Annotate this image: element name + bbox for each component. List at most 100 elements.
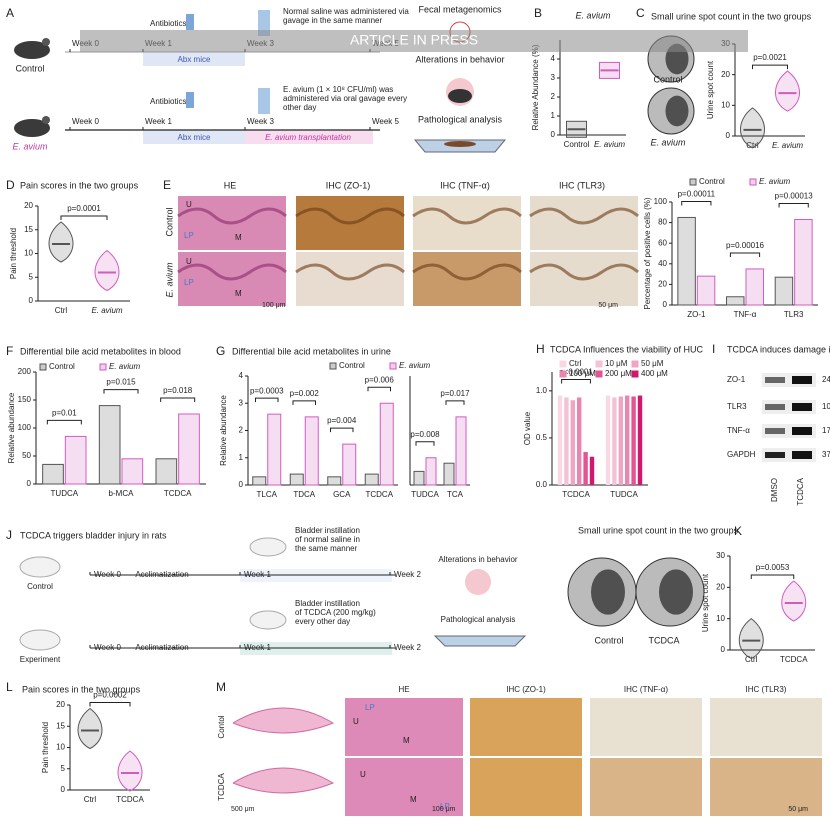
y-axis-label: OD value [523,411,532,445]
p-value: p=0.00016 [726,241,765,250]
bar [413,470,425,486]
y-tick-label: 5 [61,764,66,773]
significance-bracket [778,203,809,208]
label: Week 1 [244,570,272,579]
x-tick-label: Ctrl [745,655,758,664]
y-tick-label: 0 [27,479,32,488]
x-tick-label: TCDCA [365,490,393,499]
bar [304,416,319,486]
significance-bracket [46,419,82,425]
y-tick-label: 0 [551,130,556,139]
y-tick-label: 4 [551,54,556,63]
note: Normal saline was administered via gavage… [283,7,409,25]
x-tick-label: E. avium [91,306,122,315]
y-tick-label: 10 [716,614,725,623]
panel-letter: M [216,680,226,694]
legend-label: E. avium [399,361,430,370]
y-tick-label: 2 [551,92,556,101]
label: IHC (ZO-1) [506,685,546,694]
gavage-icon [258,88,270,114]
label: 104 kDa [822,402,830,411]
label: TLR3 [727,402,747,411]
label: Week 5 [372,117,400,126]
x-tick-label: TCDCA [562,490,590,499]
p-value: p=0.0003 [250,386,284,395]
label: ZO-1 [727,375,746,384]
label: E. avium [650,137,686,147]
chart-title: Differential bile acid metabolites in bl… [20,346,181,356]
legend-swatch [631,370,639,378]
panel-letter: G [216,344,225,358]
y-tick-label: 60 [658,238,667,247]
significance-bracket [415,441,435,446]
label: Acclimatization [135,643,188,652]
micrograph [590,698,702,756]
label: 100 μm [262,302,286,309]
y-axis-label: Percentage of positive cells (%) [643,197,652,309]
legend-swatch [595,370,603,378]
legend-label: E. avium [109,362,140,371]
bar [612,397,617,485]
legend-label: 200 μM [605,369,632,378]
legend-label: Control [339,361,365,370]
bar [583,452,588,485]
chart-title: Small urine spot count in the two groups [578,525,739,535]
abx-band [143,130,245,144]
label: Week 1 [244,643,272,652]
label: HE [398,685,409,694]
legend-label: 50 μM [641,359,664,368]
significance-bracket [103,389,139,394]
significance-bracket [255,397,279,403]
panel-letter: I [712,342,715,356]
label: M [235,233,242,242]
label: Control [164,207,174,236]
bar [364,473,379,486]
legend-label: 400 μM [641,369,668,378]
bar [252,476,267,486]
violin [94,249,120,292]
x-tick-label: E. avium [594,140,625,149]
label: 50 μm [598,302,618,309]
x-tick-label: TLCA [257,490,278,499]
watermark-band [80,30,748,52]
x-tick-label: Ctrl [84,795,97,804]
y-tick-label: 5 [29,272,34,281]
legend-swatch [559,360,567,368]
panel-letter: H [536,342,545,356]
label: LP [184,278,194,287]
violin [117,750,143,792]
y-tick-label: 10 [721,100,730,109]
label: M [403,736,410,745]
y-tick-label: 20 [24,201,33,210]
panel-letter: L [6,680,13,694]
label: IHC (TLR3) [746,685,787,694]
x-tick-label: TUDCA [411,490,439,499]
panel-letter: K [734,524,742,538]
mouse-ear [42,38,50,46]
x-tick-label: Ctrl [55,306,68,315]
violin [77,707,103,750]
p-value: p=0.017 [440,389,470,398]
bar [379,402,394,486]
y-tick-label: 4 [239,371,244,380]
significance-bracket [367,386,391,392]
label: HE [224,180,237,190]
significance-bracket [752,64,788,70]
micrograph [590,758,702,816]
p-value: p=0.004 [327,416,357,425]
blot-band [792,403,812,411]
bar [327,476,342,486]
bar [637,395,643,485]
y-tick-label: 100 [18,423,32,432]
label: Control [653,74,682,84]
legend-label: Control [699,177,725,186]
chart-title: Differential bile acid metabolites in ur… [232,346,391,356]
y-tick-label: 0 [726,131,731,140]
y-tick-label: 80 [658,218,667,227]
x-tick-label: GCA [333,490,351,499]
bar [618,396,623,485]
x-tick-label: TNF-α [734,310,757,319]
chart-title: Pain scores in the two groups [20,180,139,190]
p-value: p=0.0021 [753,53,787,62]
bar [289,473,304,486]
